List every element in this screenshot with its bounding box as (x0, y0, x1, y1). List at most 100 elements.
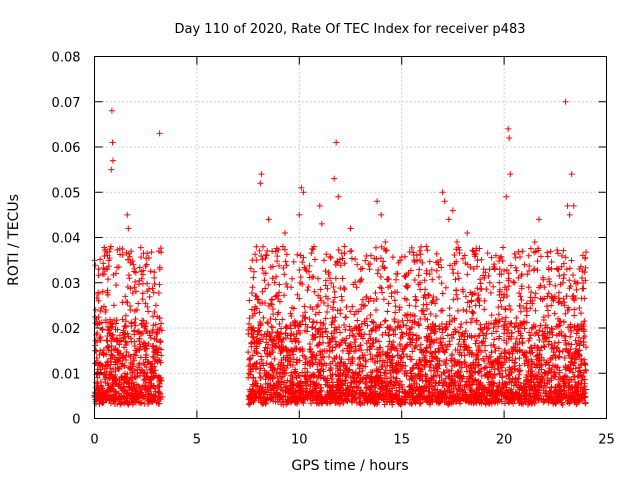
data-point (545, 341, 552, 348)
data-point (140, 376, 147, 383)
data-point (388, 395, 395, 402)
data-point (395, 397, 402, 404)
data-point (109, 139, 116, 146)
data-point (481, 357, 488, 364)
data-point (392, 392, 399, 399)
data-point (510, 382, 517, 389)
data-point (571, 399, 578, 406)
data-point (488, 254, 495, 261)
data-point (412, 293, 419, 300)
data-point (399, 333, 406, 340)
data-point (283, 383, 290, 390)
data-point (473, 337, 480, 344)
data-point (387, 345, 394, 352)
data-point (132, 322, 139, 329)
data-point (542, 325, 549, 331)
data-point (578, 356, 585, 363)
data-point (264, 384, 271, 391)
data-point (312, 356, 319, 363)
data-point (132, 288, 139, 295)
data-point (420, 307, 427, 314)
data-point (310, 334, 317, 341)
data-point (314, 342, 321, 349)
data-point (280, 392, 287, 399)
data-point (555, 315, 562, 322)
data-point (417, 346, 424, 353)
data-point (433, 355, 440, 362)
data-point (446, 305, 453, 312)
data-point (306, 373, 313, 380)
data-point (393, 276, 400, 283)
data-point (420, 301, 427, 308)
data-point (138, 275, 145, 282)
data-point (108, 107, 115, 114)
data-point (490, 362, 497, 369)
data-point (107, 333, 114, 340)
data-point (454, 359, 461, 366)
data-point (311, 256, 318, 263)
data-point (492, 347, 499, 354)
data-point (486, 360, 493, 367)
data-point (439, 290, 446, 297)
data-point (269, 367, 276, 374)
data-point (145, 286, 152, 293)
data-point (289, 362, 296, 369)
data-point (471, 368, 478, 375)
data-point (505, 270, 512, 277)
data-point (348, 247, 355, 254)
data-point (323, 251, 330, 258)
data-point (384, 308, 391, 315)
data-point (377, 284, 384, 291)
data-point (451, 361, 458, 368)
data-point (281, 229, 288, 236)
data-point (456, 374, 463, 381)
data-point (116, 341, 123, 348)
data-point (544, 293, 551, 300)
data-point (100, 352, 107, 359)
data-point (578, 372, 585, 379)
data-point (553, 400, 560, 407)
data-point (475, 385, 482, 392)
data-point (496, 292, 503, 299)
x-axis-label: GPS time / hours (291, 458, 408, 474)
data-point (462, 344, 469, 351)
data-point (469, 309, 476, 316)
data-point (451, 393, 458, 400)
data-point (385, 331, 392, 338)
data-point (389, 254, 396, 261)
data-point (581, 295, 588, 302)
data-point (296, 267, 303, 274)
data-point (328, 375, 335, 382)
data-point (413, 360, 420, 367)
data-point (512, 254, 519, 261)
data-point (444, 386, 451, 393)
data-point (153, 348, 160, 355)
data-point (456, 386, 463, 393)
data-point (436, 274, 443, 281)
data-point (139, 290, 146, 297)
data-point (460, 306, 467, 313)
data-point (338, 356, 345, 363)
data-point (92, 306, 99, 313)
data-point (260, 397, 267, 404)
data-point (425, 323, 432, 330)
data-point (136, 347, 143, 354)
data-point (544, 307, 551, 314)
data-point (263, 360, 270, 367)
data-point (518, 285, 525, 292)
data-point (256, 369, 263, 376)
data-point (495, 323, 502, 330)
data-point (359, 265, 366, 272)
data-point (111, 346, 118, 353)
data-point (349, 327, 356, 334)
data-point (357, 399, 364, 406)
data-point (394, 270, 401, 277)
data-point (127, 365, 134, 372)
data-point (417, 341, 424, 348)
data-point (502, 350, 509, 357)
data-point (555, 354, 562, 361)
data-point (345, 356, 352, 363)
data-point (537, 322, 544, 329)
data-point (315, 328, 322, 335)
y-tick-label: 0.01 (52, 367, 81, 382)
